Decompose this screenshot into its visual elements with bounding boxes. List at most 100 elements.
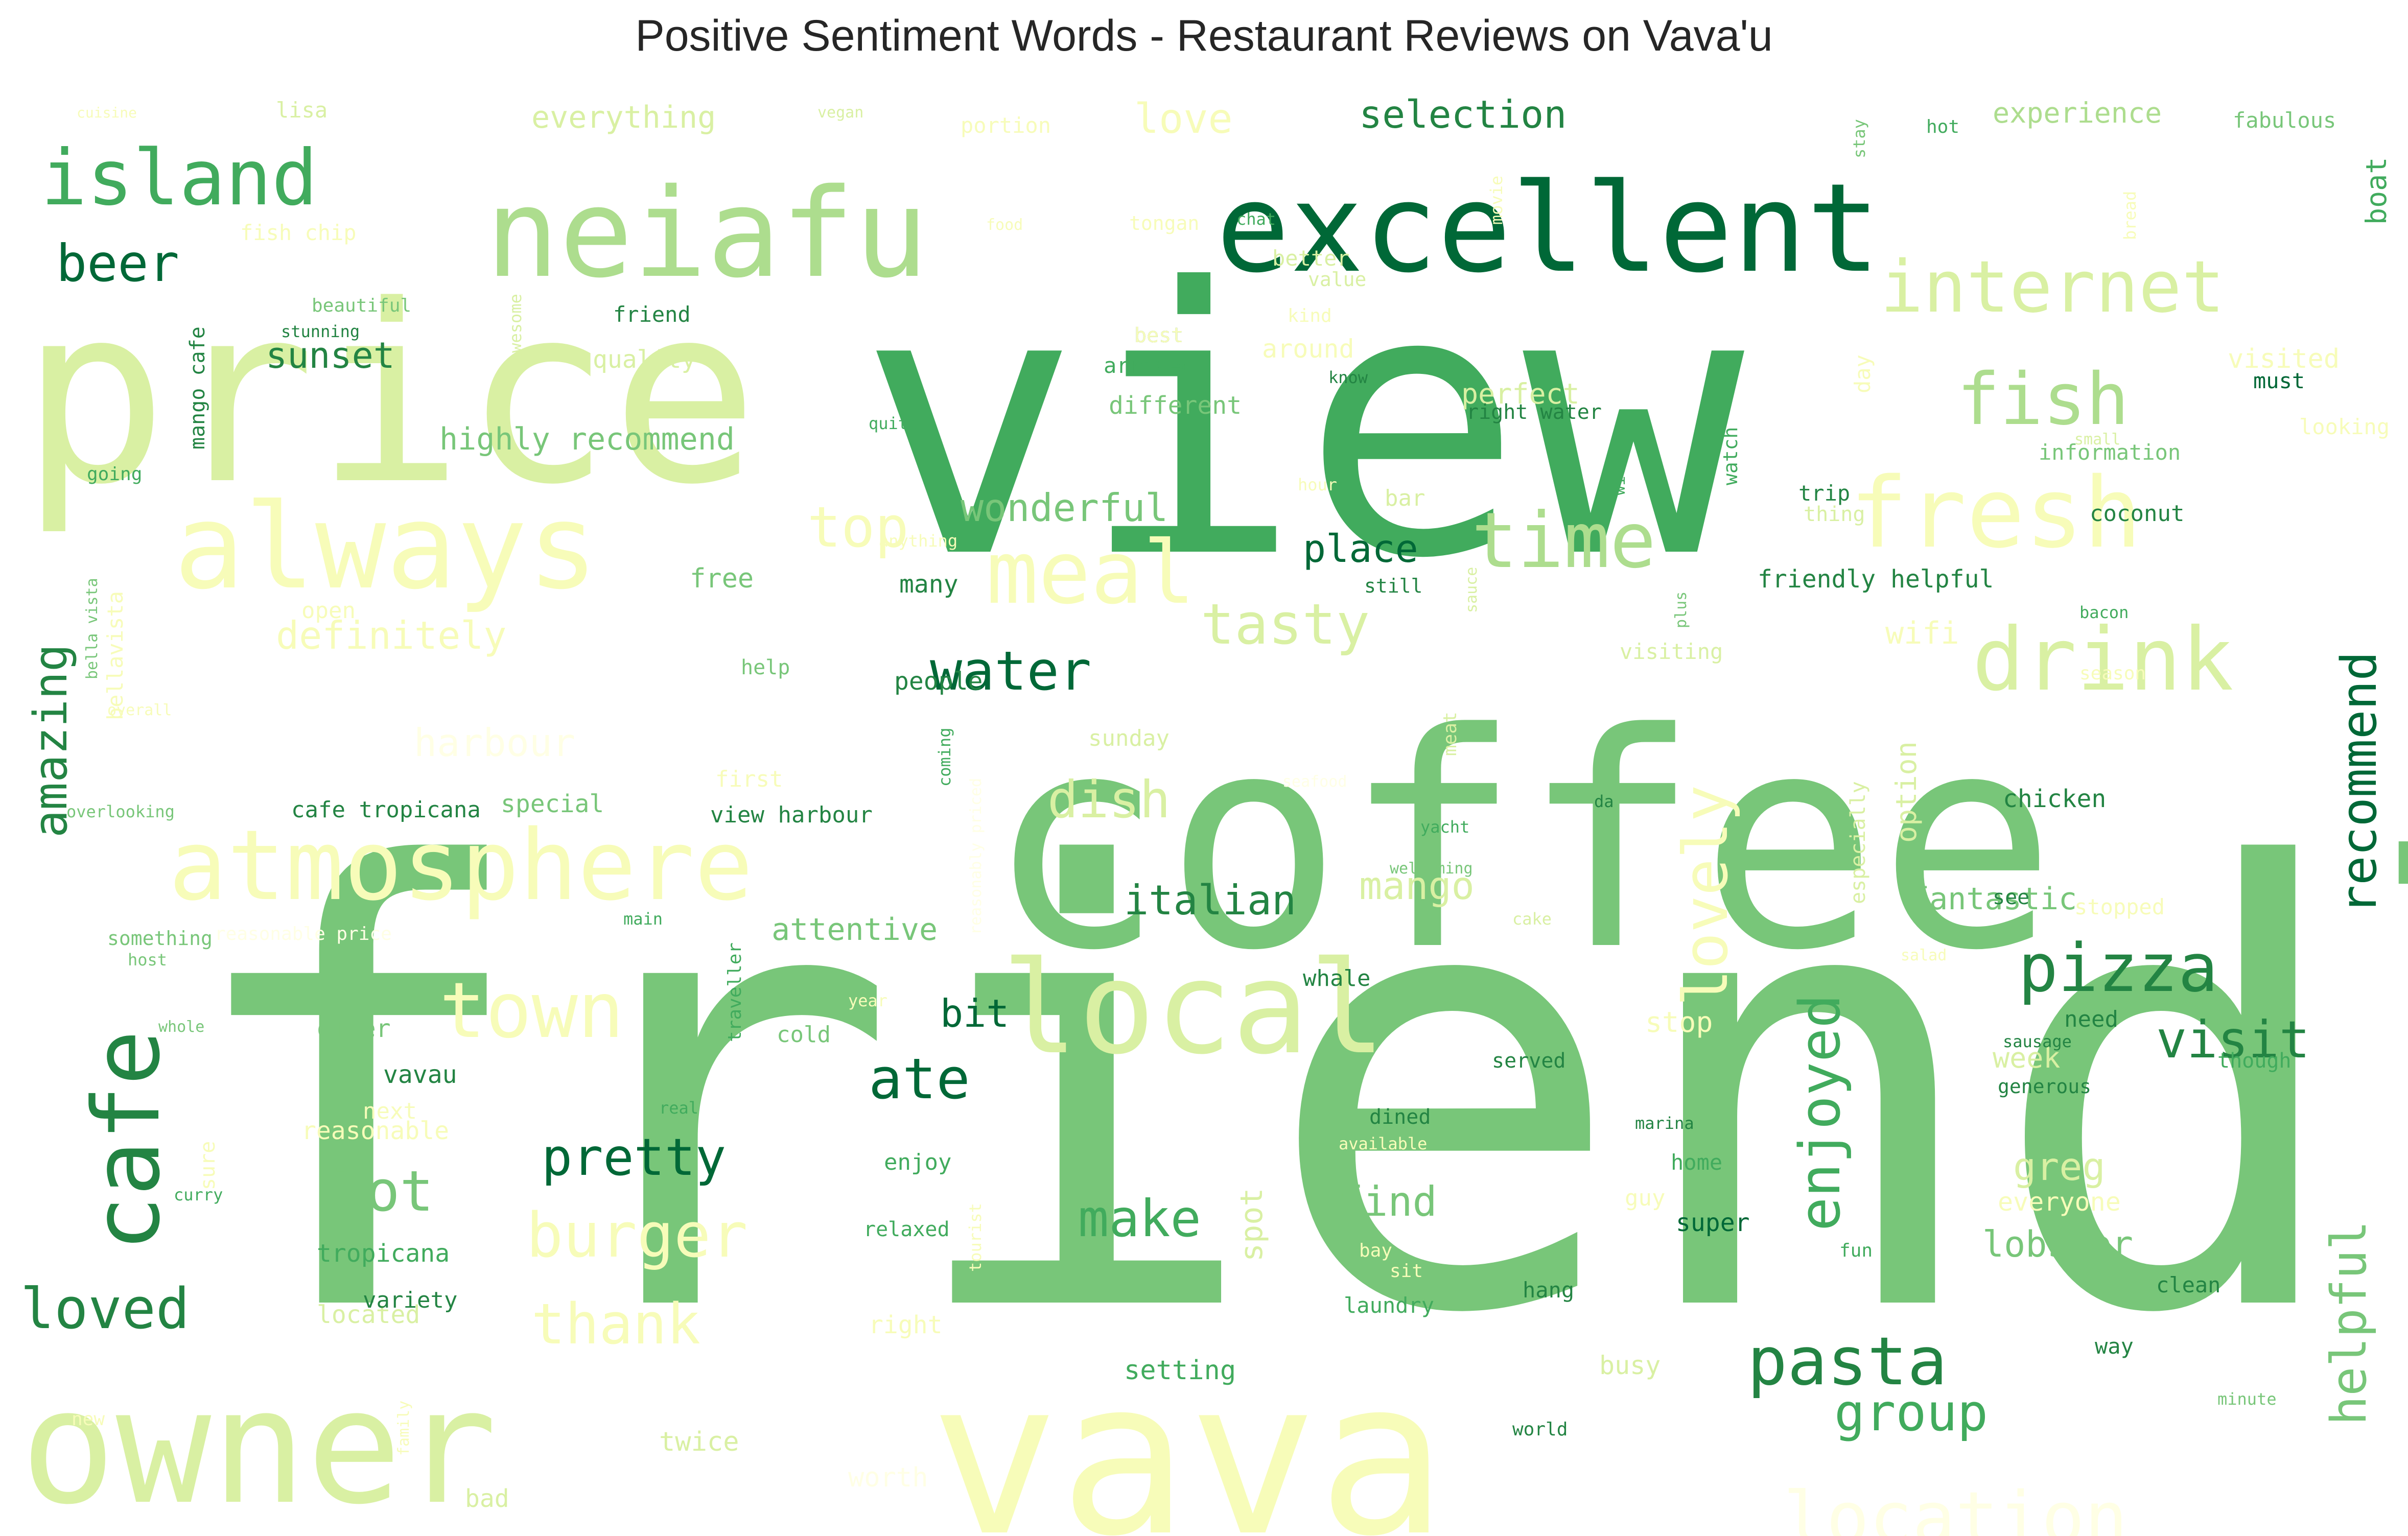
word-mango: mango xyxy=(1359,863,1475,908)
word-kind: kind xyxy=(1288,305,1332,326)
word-pizza: pizza xyxy=(2018,929,2218,1007)
word-friend: friend xyxy=(613,302,691,327)
word-neiafu: neiafu xyxy=(485,162,928,305)
word-offer: offer xyxy=(317,1014,391,1043)
word-variety: variety xyxy=(363,1287,457,1313)
word-beautiful: beautiful xyxy=(312,295,411,316)
word-guy: guy xyxy=(1625,1185,1665,1211)
word-place: place xyxy=(1303,526,1418,571)
word-drink: drink xyxy=(1972,609,2234,711)
word-family: family xyxy=(395,1401,413,1456)
word-bella-vista: bella vista xyxy=(83,578,101,679)
word-fun: fun xyxy=(1839,1240,1873,1261)
word-hour: hour xyxy=(1298,475,1337,494)
word-reasonably-priced: reasonably priced xyxy=(967,778,985,935)
word-fantastic: fantastic xyxy=(1911,881,2077,917)
word-twice: twice xyxy=(659,1427,739,1457)
word-year: year xyxy=(848,991,887,1010)
word-love: love xyxy=(1134,95,1233,143)
word-cold: cold xyxy=(777,1022,831,1048)
word-loved: loved xyxy=(20,1276,190,1341)
word-fish: fish xyxy=(1957,358,2129,441)
word-next: next xyxy=(363,1098,417,1124)
word-thank: thank xyxy=(531,1291,700,1357)
word-bit: bit xyxy=(940,991,1009,1036)
word-coffee: coffee xyxy=(986,670,2056,1015)
word-attentive: attentive xyxy=(772,912,938,948)
word-vavau: vavau xyxy=(383,1060,457,1089)
word-reasonable: reasonable xyxy=(301,1117,449,1145)
word-served: served xyxy=(1492,1049,1566,1073)
word-traveller: traveller xyxy=(724,942,745,1042)
word-minute: minute xyxy=(2217,1389,2277,1409)
word-food: food xyxy=(986,216,1023,234)
word-option: option xyxy=(1890,741,1923,843)
word-sauce: sauce xyxy=(1463,567,1481,613)
word-sunday: sunday xyxy=(1088,725,1170,751)
word-lobster: lobster xyxy=(1982,1223,2133,1265)
word-special: special xyxy=(501,790,604,818)
word-dish: dish xyxy=(1047,770,1171,830)
word-cake: cake xyxy=(1512,909,1552,929)
word-know: know xyxy=(1328,368,1368,387)
word-located: located xyxy=(317,1301,420,1329)
word-enjoy: enjoy xyxy=(884,1149,951,1175)
word-fresh: fresh xyxy=(1850,457,2142,570)
word-first: first xyxy=(715,766,783,792)
word-information: information xyxy=(2039,440,2181,465)
word-open: open xyxy=(301,598,356,624)
word-reasonable-price: reasonable price xyxy=(215,924,392,944)
word-still: still xyxy=(1364,575,1422,597)
word-view: view xyxy=(858,210,1747,639)
word-overlooking: overlooking xyxy=(66,802,175,821)
word-relaxed: relaxed xyxy=(863,1218,950,1241)
word-must: must xyxy=(2253,368,2305,393)
word-vava: vava xyxy=(930,1334,1446,1536)
word-day: day xyxy=(1850,355,1875,393)
word-setting: setting xyxy=(1124,1355,1236,1386)
word-owner: owner xyxy=(20,1355,497,1536)
word-coming: coming xyxy=(935,727,954,787)
word-best: best xyxy=(1134,324,1183,347)
word-chicken: chicken xyxy=(2003,785,2106,813)
word-friendly-helpful: friendly helpful xyxy=(1758,565,1994,594)
word-sausage: sausage xyxy=(2003,1032,2072,1051)
word-sunset: sunset xyxy=(266,335,395,376)
word-need: need xyxy=(2064,1006,2118,1032)
word-visiting: visiting xyxy=(1620,639,1723,664)
word-new: new xyxy=(72,1409,105,1430)
word-best: best xyxy=(1134,324,1183,347)
word-portion: portion xyxy=(961,113,1051,138)
word-boat: boat xyxy=(2360,157,2393,225)
word-town: town xyxy=(439,966,624,1055)
word-vegan: vegan xyxy=(817,104,863,122)
word-bad: bad xyxy=(465,1484,509,1513)
word-italian: italian xyxy=(1124,877,1296,924)
word-world: world xyxy=(1512,1419,1568,1440)
word-cafe: cafe xyxy=(74,1030,180,1251)
word-super: super xyxy=(1676,1209,1750,1237)
word-arrived: arrived xyxy=(1104,353,1194,378)
word-cafe-tropicana: cafe tropicana xyxy=(291,797,481,823)
word-stunning: stunning xyxy=(281,322,360,341)
word-stay: stay xyxy=(1850,119,1869,158)
word-better: better xyxy=(1272,246,1350,271)
word-lisa: lisa xyxy=(276,98,328,123)
word-many: many xyxy=(899,570,958,599)
word-burger: burger xyxy=(526,1200,747,1271)
word-sure: sure xyxy=(196,1141,220,1190)
word-enjoyed: enjoyed xyxy=(1787,994,1853,1231)
word-value: value xyxy=(1308,268,1366,291)
word-going: going xyxy=(87,464,142,485)
word-wifi: wifi xyxy=(1885,616,1959,651)
word-hang: hang xyxy=(1523,1278,1574,1303)
word-cuisine: cuisine xyxy=(77,104,137,121)
word-way: way xyxy=(2095,1334,2134,1359)
chart-title: Positive Sentiment Words - Restaurant Re… xyxy=(635,11,1773,60)
word-atmosphere: atmosphere xyxy=(169,809,753,922)
word-island: island xyxy=(41,134,318,223)
word-dined: dined xyxy=(1369,1105,1431,1129)
word-beer: beer xyxy=(56,233,179,293)
word-highly-recommend: highly recommend xyxy=(439,421,735,457)
word-different: different xyxy=(1109,391,1242,420)
